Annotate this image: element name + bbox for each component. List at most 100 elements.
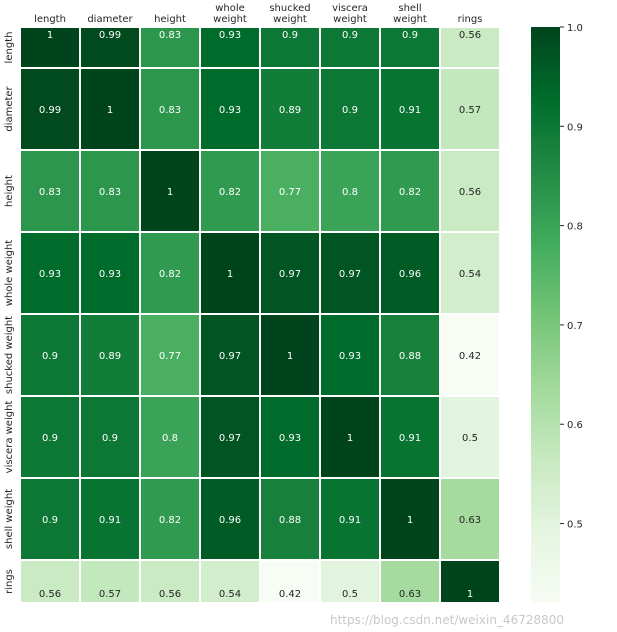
heatmap-cell: [319, 477, 381, 561]
cell-value-label: 0.93: [339, 351, 361, 362]
y-tick-label: rings: [4, 569, 15, 594]
y-tick-label: shucked weight: [4, 316, 15, 394]
cell-value-label: 0.97: [279, 269, 301, 280]
heatmap-cell: [199, 149, 261, 233]
cell-value-label: 0.9: [282, 30, 298, 41]
cell-value-label: 0.5: [342, 589, 358, 600]
heatmap-cell: [199, 559, 261, 604]
cell-value-label: 0.9: [42, 515, 58, 526]
heatmap-cell: [139, 559, 201, 604]
cell-value-label: 0.96: [399, 269, 421, 280]
heatmap-cell: [379, 477, 441, 561]
y-tick-label: length: [4, 32, 15, 64]
heatmap-cell: [379, 149, 441, 233]
cell-value-label: 0.9: [42, 433, 58, 444]
cell-value-label: 0.83: [159, 105, 181, 116]
cell-value-label: 0.54: [459, 269, 481, 280]
heatmap-cell: [139, 231, 201, 315]
cell-value-label: 1: [107, 105, 113, 116]
cell-value-label: 0.93: [219, 30, 241, 41]
heatmap-cell: [439, 395, 501, 479]
cell-value-label: 0.57: [99, 589, 121, 600]
y-tick-label: height: [4, 175, 15, 207]
cell-value-label: 0.93: [99, 269, 121, 280]
cell-value-label: 0.56: [459, 187, 481, 198]
heatmap-cell: [139, 149, 201, 233]
heatmap-cell: [199, 313, 261, 397]
cell-value-label: 0.42: [279, 589, 301, 600]
cell-value-label: 0.93: [279, 433, 301, 444]
cell-value-label: 1: [347, 433, 353, 444]
cell-value-label: 1: [167, 187, 173, 198]
cell-value-label: 0.93: [219, 105, 241, 116]
cell-value-label: 0.9: [42, 351, 58, 362]
heatmap-cell: [19, 149, 81, 233]
cell-value-label: 0.9: [402, 30, 418, 41]
cell-value-label: 0.97: [219, 433, 241, 444]
heatmap-cell: [439, 559, 501, 604]
heatmap-cell: [19, 559, 81, 604]
cell-value-label: 0.56: [39, 589, 61, 600]
cell-value-label: 0.54: [219, 589, 241, 600]
cell-value-label: 0.82: [159, 269, 181, 280]
x-tick-label: rings: [458, 14, 483, 25]
colorbar-tick-label: 0.6: [567, 420, 583, 431]
x-tick-label: diameter: [87, 14, 133, 25]
cell-value-label: 0.77: [279, 187, 301, 198]
cell-value-label: 0.89: [99, 351, 121, 362]
cell-value-label: 1: [407, 515, 413, 526]
cell-value-label: 0.56: [459, 30, 481, 41]
heatmap-cell: [319, 67, 381, 151]
x-tick-label: shucked weight: [269, 3, 310, 25]
cell-value-label: 0.83: [159, 30, 181, 41]
cell-value-label: 1: [227, 269, 233, 280]
heatmap-cell: [259, 559, 321, 604]
heatmap-cell: [79, 67, 141, 151]
heatmap-cell: [259, 477, 321, 561]
heatmap-cell: [79, 477, 141, 561]
cell-value-label: 0.91: [399, 105, 421, 116]
cell-value-label: 0.96: [219, 515, 241, 526]
heatmap-cell: [259, 149, 321, 233]
heatmap-cell: [199, 67, 261, 151]
cell-value-label: 1: [47, 30, 53, 41]
heatmap-cell: [19, 477, 81, 561]
y-tick-label: viscera weight: [4, 401, 15, 474]
heatmap-cell: [199, 231, 261, 315]
heatmap-cell: [79, 149, 141, 233]
cell-value-label: 0.9: [342, 30, 358, 41]
cell-value-label: 0.42: [459, 351, 481, 362]
cell-value-label: 0.56: [159, 589, 181, 600]
cell-value-label: 0.77: [159, 351, 181, 362]
x-tick-label: length: [34, 14, 66, 25]
cell-value-label: 0.82: [219, 187, 241, 198]
cell-value-label: 0.88: [279, 515, 301, 526]
colorbar-tick-label: 0.5: [567, 520, 583, 531]
heatmap-cell: [439, 67, 501, 151]
cell-value-label: 0.5: [462, 433, 478, 444]
colorbar-tick-label: 0.7: [567, 321, 583, 332]
cell-value-label: 0.9: [342, 105, 358, 116]
cell-value-label: 0.91: [99, 515, 121, 526]
cell-value-label: 0.97: [339, 269, 361, 280]
colorbar: [531, 27, 560, 603]
cell-value-label: 0.91: [339, 515, 361, 526]
heatmap-cell: [319, 559, 381, 604]
colorbar-tick-label: 1.0: [567, 23, 583, 34]
heatmap-cell: [139, 477, 201, 561]
cell-value-label: 0.82: [159, 515, 181, 526]
x-tick-label: viscera weight: [332, 3, 368, 25]
heatmap-cell: [379, 395, 441, 479]
heatmap-cell: [379, 231, 441, 315]
cell-value-label: 0.8: [342, 187, 358, 198]
cell-value-label: 0.57: [459, 105, 481, 116]
cell-value-label: 0.8: [162, 433, 178, 444]
cell-value-label: 0.82: [399, 187, 421, 198]
cell-value-label: 0.91: [399, 433, 421, 444]
heatmap-cell: [259, 395, 321, 479]
x-tick-label: shell weight: [393, 3, 427, 25]
cell-value-label: 0.99: [99, 30, 121, 41]
x-tick-label: height: [154, 14, 186, 25]
cell-value-label: 1: [467, 589, 473, 600]
y-tick-label: shell weight: [4, 489, 15, 549]
